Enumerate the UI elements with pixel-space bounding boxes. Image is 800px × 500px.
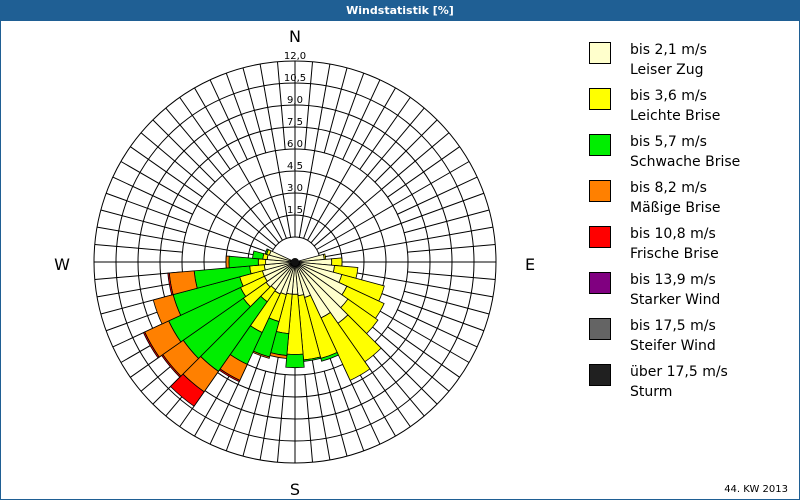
- svg-text:1,5: 1,5: [287, 205, 303, 216]
- legend-label: Leichte Brise: [630, 108, 721, 124]
- legend-label: Mäßige Brise: [630, 200, 721, 216]
- compass-east: E: [525, 255, 535, 274]
- legend-label: Steifer Wind: [630, 338, 716, 354]
- svg-text:4,5: 4,5: [287, 161, 303, 172]
- svg-text:7,5: 7,5: [287, 117, 303, 128]
- legend-speed: bis 8,2 m/s: [630, 180, 707, 196]
- period-label: 44. KW 2013: [724, 484, 788, 495]
- compass-north: N: [289, 27, 301, 46]
- legend-label: Frische Brise: [630, 246, 719, 262]
- legend-swatch: [589, 180, 611, 202]
- svg-text:12,0: 12,0: [284, 51, 306, 62]
- legend-swatch: [589, 226, 611, 248]
- legend-label: Starker Wind: [630, 292, 721, 308]
- legend-swatch: [589, 272, 611, 294]
- svg-text:3,0: 3,0: [287, 183, 303, 194]
- legend-speed: bis 5,7 m/s: [630, 134, 707, 150]
- legend-speed: bis 2,1 m/s: [630, 42, 707, 58]
- legend-speed: bis 17,5 m/s: [630, 318, 716, 334]
- radial-tick-labels: 1,5 3,0 4,5 6,0 7,5 9,0 10,5 12,0: [284, 51, 306, 216]
- legend-swatch: [589, 364, 611, 386]
- legend-speed: bis 10,8 m/s: [630, 226, 716, 242]
- legend-swatch: [589, 88, 611, 110]
- legend-swatch: [589, 134, 611, 156]
- compass-south: S: [290, 480, 300, 499]
- svg-text:10,5: 10,5: [284, 73, 306, 84]
- compass-west: W: [54, 255, 70, 274]
- legend-speed: über 17,5 m/s: [630, 364, 728, 380]
- svg-text:9,0: 9,0: [287, 95, 303, 106]
- legend-swatch: [589, 318, 611, 340]
- legend-label: Schwache Brise: [630, 154, 741, 170]
- legend-swatch: [589, 42, 611, 64]
- svg-text:6,0: 6,0: [287, 139, 303, 150]
- legend-label: Sturm: [630, 384, 673, 400]
- wind-rose-bars: [142, 248, 385, 407]
- legend-speed: bis 13,9 m/s: [630, 272, 716, 288]
- legend-speed: bis 3,6 m/s: [630, 88, 707, 104]
- chart-title: Windstatistik [%]: [0, 0, 800, 21]
- legend-label: Leiser Zug: [630, 62, 704, 78]
